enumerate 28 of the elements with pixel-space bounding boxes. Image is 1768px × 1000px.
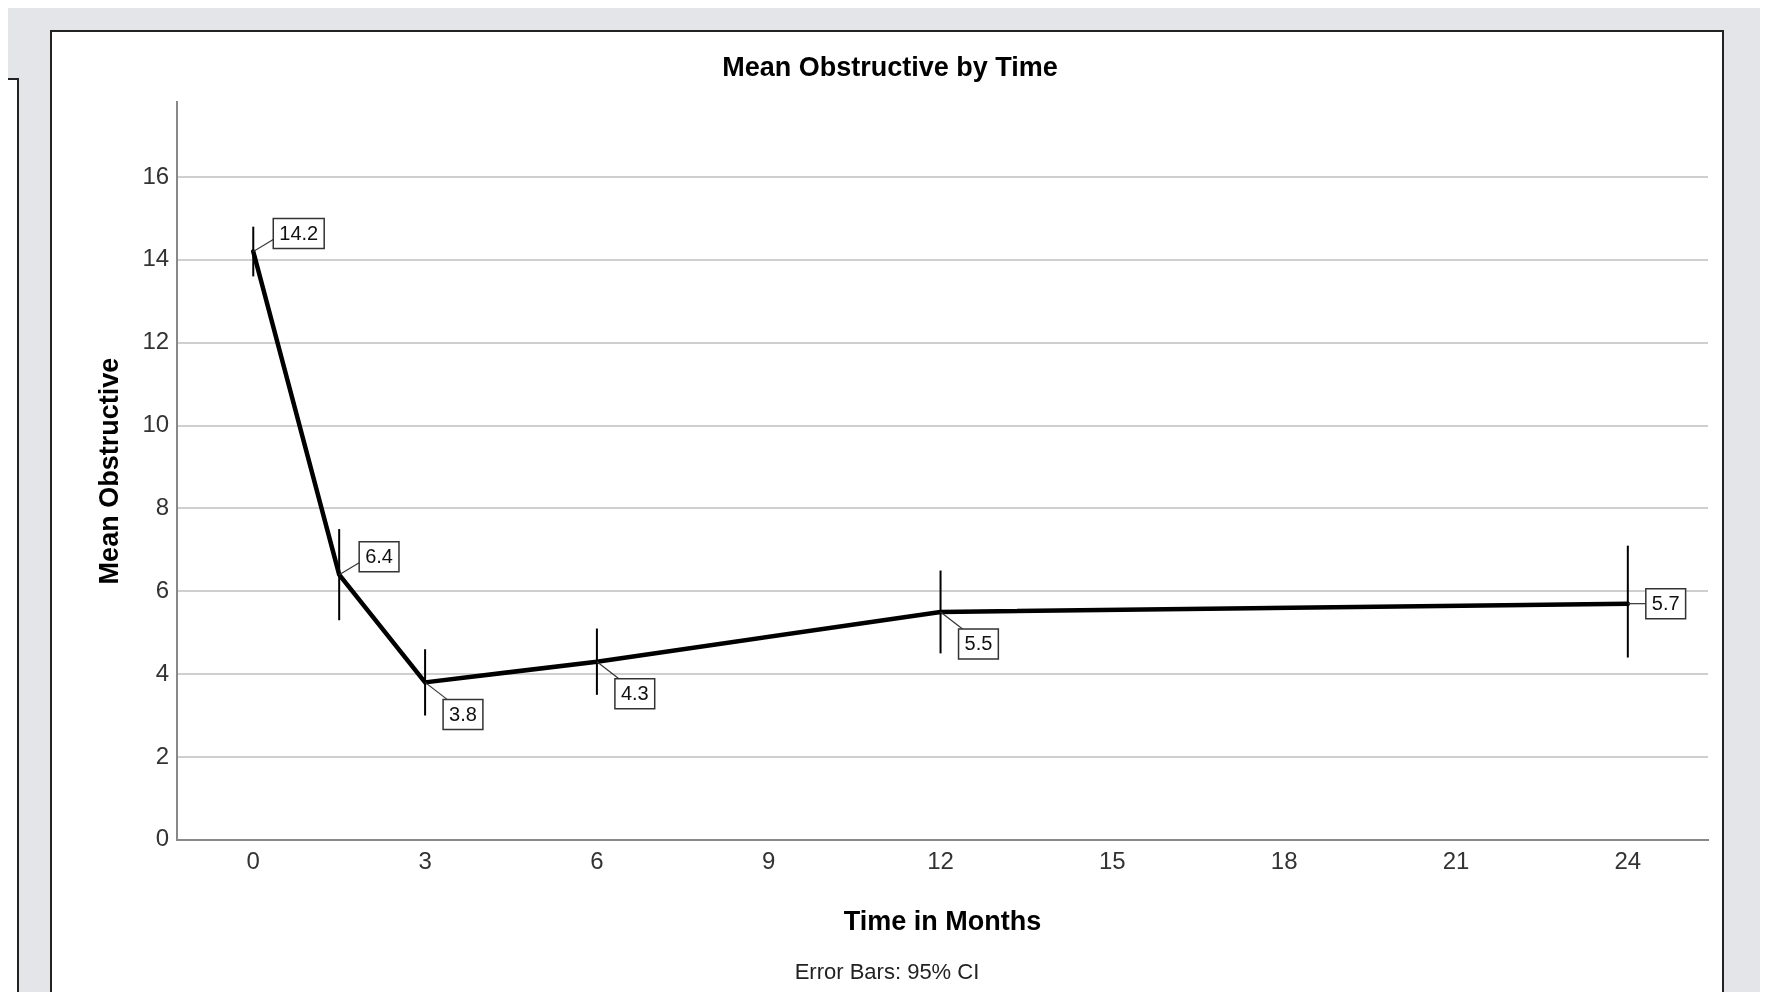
data-label: 3.8 — [449, 702, 477, 725]
data-label: 5.5 — [964, 632, 993, 655]
text: Error Bars: 95% CI — [793, 959, 981, 985]
x-tick-label: 0 — [246, 846, 260, 874]
x-tick-label: 18 — [1270, 846, 1298, 874]
y-tick-label: 14 — [142, 244, 170, 272]
x-tick-label: 12 — [927, 846, 954, 874]
data-label: 5.7 — [1651, 592, 1680, 615]
x-tick-label: 21 — [1442, 846, 1470, 874]
y-tick-label: 0 — [155, 824, 170, 852]
x-axis-title: Time in Months — [843, 906, 1042, 937]
x-tick-label: 15 — [1099, 846, 1126, 874]
y-tick-label: 16 — [142, 161, 170, 189]
x-tick-label: 9 — [762, 846, 776, 874]
x-tick-label: 3 — [418, 846, 432, 874]
y-tick-label: 4 — [155, 658, 170, 686]
x-tick-label: 24 — [1614, 846, 1642, 874]
y-tick-label: 12 — [142, 327, 170, 355]
y-tick-label: 6 — [155, 575, 170, 603]
y-axis-title: Mean Obstructive — [93, 357, 124, 585]
y-tick-label: 10 — [142, 410, 170, 438]
y-tick-label: 2 — [155, 741, 170, 769]
chart-title: Mean Obstructive by Time — [722, 51, 1058, 82]
y-tick-label: 8 — [155, 493, 170, 521]
data-label: 14.2 — [279, 222, 319, 245]
x-tick-label: 6 — [590, 846, 604, 874]
data-label: 6.4 — [365, 545, 393, 568]
data-label: 4.3 — [620, 682, 649, 705]
